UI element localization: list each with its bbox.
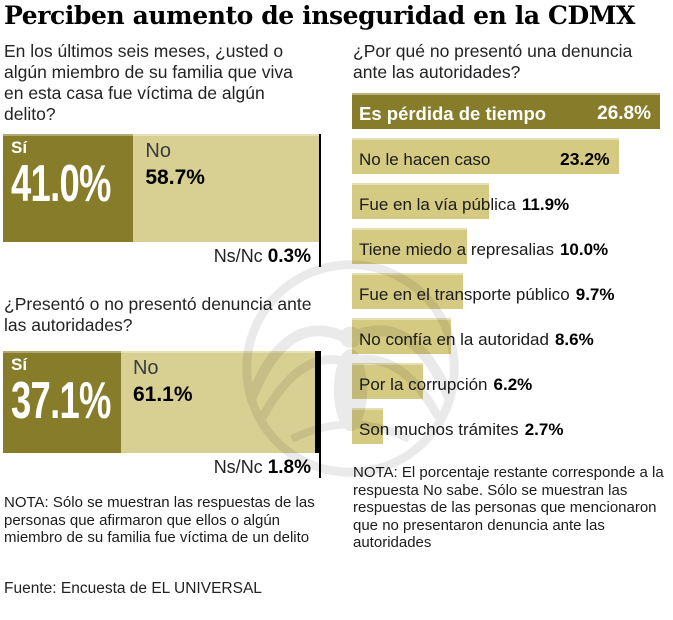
bar-value: 6.2% bbox=[493, 375, 533, 394]
segment-si-value: 41.0% bbox=[11, 155, 111, 213]
bar-label: Fue en el transporte público 9.7% bbox=[359, 285, 615, 304]
chart-razones-horizontal-bars: 26.8% Es pérdida de tiempo 23.2% No le hace… bbox=[352, 93, 660, 453]
bar-row-3: Fue en la vía pública 11.9% bbox=[352, 183, 660, 228]
segment-no-content: No 58.7% bbox=[133, 134, 319, 190]
chart-victima-stacked-bar: Sí 41.0% No 58.7% bbox=[3, 134, 321, 242]
bar bbox=[352, 138, 619, 174]
bar-label: Son muchos trámites 2.7% bbox=[359, 420, 564, 439]
segment-si-content: Sí 41.0% bbox=[3, 134, 133, 211]
bar-row-8: Son muchos trámites 2.7% bbox=[352, 408, 660, 453]
source-line: Fuente: Encuesta de EL UNIVERSAL bbox=[4, 580, 262, 597]
bar-label: Por la corrupción 6.2% bbox=[359, 375, 533, 394]
bar-value: 11.9% bbox=[521, 195, 570, 214]
bar-row-7: Por la corrupción 6.2% bbox=[352, 363, 660, 408]
bar bbox=[352, 228, 467, 264]
nsnc-row-chart1: Ns/Nc 0.3% bbox=[3, 242, 321, 268]
bar-value: 26.8% bbox=[597, 103, 651, 124]
segment-si-label: Sí bbox=[11, 355, 28, 374]
stack-segment-sí: Sí 37.1% bbox=[3, 351, 121, 453]
bar-row-2: 23.2% No le hacen caso bbox=[352, 138, 660, 183]
segment-no-value: 61.1% bbox=[132, 383, 193, 406]
segment-si-content: Sí 37.1% bbox=[3, 351, 121, 428]
segment-no-label: No bbox=[145, 140, 171, 162]
bar bbox=[352, 318, 451, 354]
segment-no-content: No 61.1% bbox=[121, 351, 315, 407]
bar-row-6: No confía en la autoridad 8.6% bbox=[352, 318, 660, 363]
chart-denuncia-stacked-bar: Sí 37.1% No 61.1% bbox=[3, 351, 321, 453]
nsnc-value: 0.3% bbox=[267, 246, 311, 267]
question-victima-delito: En los últimos seis meses, ¿usted o algú… bbox=[4, 41, 293, 124]
bar-label: Tiene miedo a represalias 10.0% bbox=[359, 240, 609, 259]
bar-value: 8.6% bbox=[554, 330, 594, 349]
stack-segment-no: No 61.1% bbox=[120, 351, 316, 453]
segment-no-label: No bbox=[132, 357, 159, 379]
bar-label: No confía en la autoridad 8.6% bbox=[359, 330, 594, 349]
question-presento-denuncia: ¿Presentó o no presentó denuncia ante la… bbox=[4, 294, 312, 335]
bar-label: No le hacen caso bbox=[359, 150, 491, 169]
bar-value: 23.2% bbox=[560, 149, 610, 169]
nsnc-label: Ns/Nc bbox=[213, 246, 268, 266]
bar bbox=[352, 363, 424, 399]
bar bbox=[352, 408, 384, 444]
bar bbox=[352, 93, 660, 129]
bar-row-1: 26.8% Es pérdida de tiempo bbox=[352, 93, 660, 138]
bar-row-5: Fue en el transporte público 9.7% bbox=[352, 273, 660, 318]
nsnc-tick-line bbox=[319, 453, 321, 478]
bar-label: Es pérdida de tiempo bbox=[359, 103, 547, 124]
stack-segment-ns/nc bbox=[315, 351, 321, 453]
stack-segment-no: No 58.7% bbox=[133, 134, 319, 242]
nsnc-label: Ns/Nc bbox=[213, 457, 268, 477]
segment-no-value: 58.7% bbox=[145, 166, 205, 189]
segment-si-value: 37.1% bbox=[11, 372, 111, 430]
bar-value: 2.7% bbox=[524, 420, 564, 439]
bar bbox=[352, 273, 464, 309]
nsnc-row-chart2: Ns/Nc 1.8% bbox=[3, 453, 321, 479]
segment-si-label: Sí bbox=[11, 138, 28, 157]
note-right: NOTA: El porcentaje restante corresponde… bbox=[353, 464, 664, 551]
bar bbox=[352, 183, 489, 219]
page-title: Perciben aumento de inseguridad en la CD… bbox=[4, 1, 635, 30]
bar-value: 9.7% bbox=[575, 285, 615, 304]
bar-row-4: Tiene miedo a represalias 10.0% bbox=[352, 228, 660, 273]
note-left: NOTA: Sólo se muestran las respuestas de… bbox=[4, 494, 315, 546]
nsnc-tick-line bbox=[319, 242, 321, 267]
bar-value: 10.0% bbox=[559, 240, 609, 259]
stack-segment-sí: Sí 41.0% bbox=[3, 134, 134, 242]
question-porque-no-denuncia: ¿Por qué no presentó una denuncia ante l… bbox=[353, 41, 633, 82]
stack-segment-ns/nc bbox=[319, 134, 321, 242]
nsnc-value: 1.8% bbox=[267, 457, 311, 478]
bar-label: Fue en la vía pública 11.9% bbox=[359, 195, 570, 214]
